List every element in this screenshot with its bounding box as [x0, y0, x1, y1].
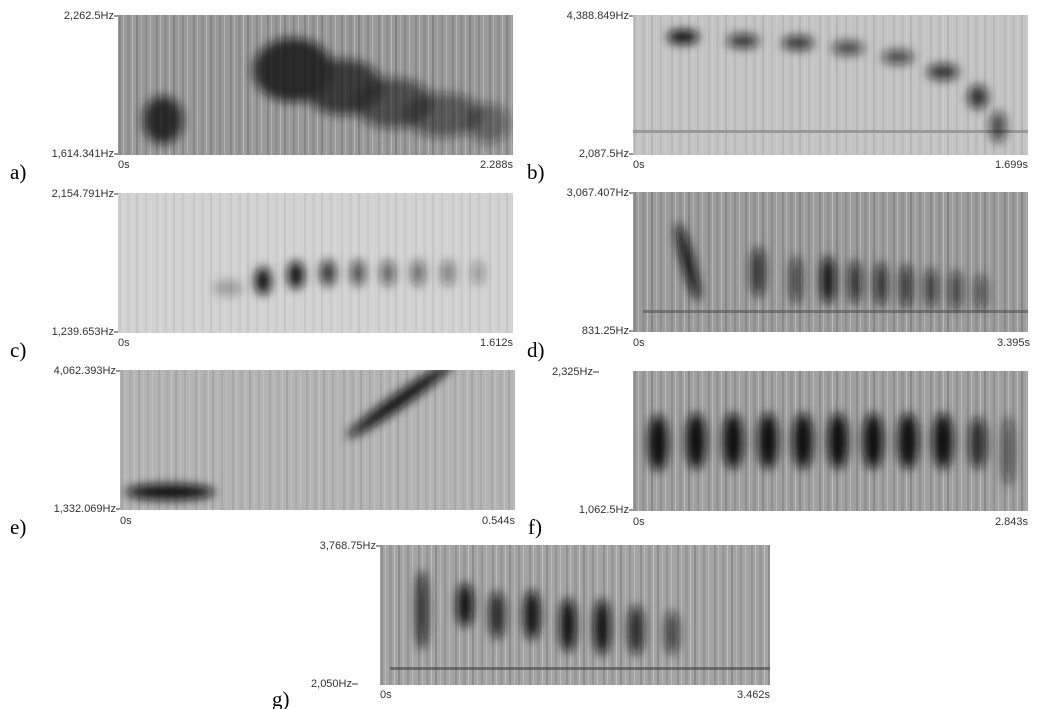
- panel-c: 2,154.791Hz 1,239.653Hz 0s 1.612s c): [10, 188, 513, 362]
- time-start: 0s: [118, 159, 130, 171]
- panel-label: e): [10, 515, 26, 539]
- time-end: 0.544s: [482, 515, 516, 527]
- freq-max: 3,067.407Hz: [567, 187, 629, 199]
- time-start: 0s: [120, 515, 132, 527]
- freq-min: 1,062.5Hz: [579, 504, 629, 516]
- panel-b: 4,388.849Hz 2,087.5Hz 0s 1.699s b): [527, 10, 1028, 184]
- freq-min: 2,050Hz: [311, 678, 352, 690]
- freq-min: 1,239.653Hz: [52, 326, 114, 338]
- freq-max: 2,154.791Hz: [52, 188, 114, 200]
- panel-f: 2,325Hz 1,062.5Hz 0s 2.843s f): [528, 366, 1028, 539]
- time-start: 0s: [633, 516, 645, 528]
- panel-label: f): [528, 515, 542, 539]
- panel-label: d): [527, 338, 545, 362]
- freq-min: 2,087.5Hz: [579, 148, 629, 160]
- freq-min: 1,332.069Hz: [54, 503, 116, 515]
- time-start: 0s: [633, 337, 645, 349]
- time-end: 3.462s: [737, 689, 771, 701]
- time-end: 2.843s: [995, 516, 1029, 528]
- time-end: 3.395s: [997, 337, 1031, 349]
- panel-label: g): [272, 687, 290, 709]
- freq-max: 2,325Hz: [552, 366, 593, 378]
- freq-max: 3,768.75Hz: [320, 540, 376, 552]
- panel-label: a): [10, 160, 26, 184]
- time-start: 0s: [633, 159, 645, 171]
- freq-min: 831.25Hz: [582, 325, 629, 337]
- panel-a: 2,262.5Hz 1,614.341Hz 0s 2.288s a): [10, 10, 513, 184]
- freq-max: 4,388.849Hz: [567, 10, 629, 22]
- time-start: 0s: [118, 337, 130, 349]
- time-end: 1.612s: [480, 337, 514, 349]
- time-start: 0s: [380, 689, 392, 701]
- panel-g: 3,768.75Hz 2,050Hz 0s 3.462s g): [272, 540, 770, 709]
- freq-min: 1,614.341Hz: [52, 148, 114, 160]
- panel-label: b): [527, 160, 545, 184]
- time-end: 1.699s: [995, 159, 1029, 171]
- freq-max: 2,262.5Hz: [64, 10, 114, 22]
- freq-max: 4,062.393Hz: [54, 365, 116, 377]
- time-end: 2.288s: [480, 159, 514, 171]
- panel-label: c): [10, 338, 26, 362]
- panel-d: 3,067.407Hz 831.25Hz 0s 3.395s d): [527, 187, 1030, 362]
- panel-e: 4,062.393Hz 1,332.069Hz 0s 0.544s e): [10, 365, 516, 539]
